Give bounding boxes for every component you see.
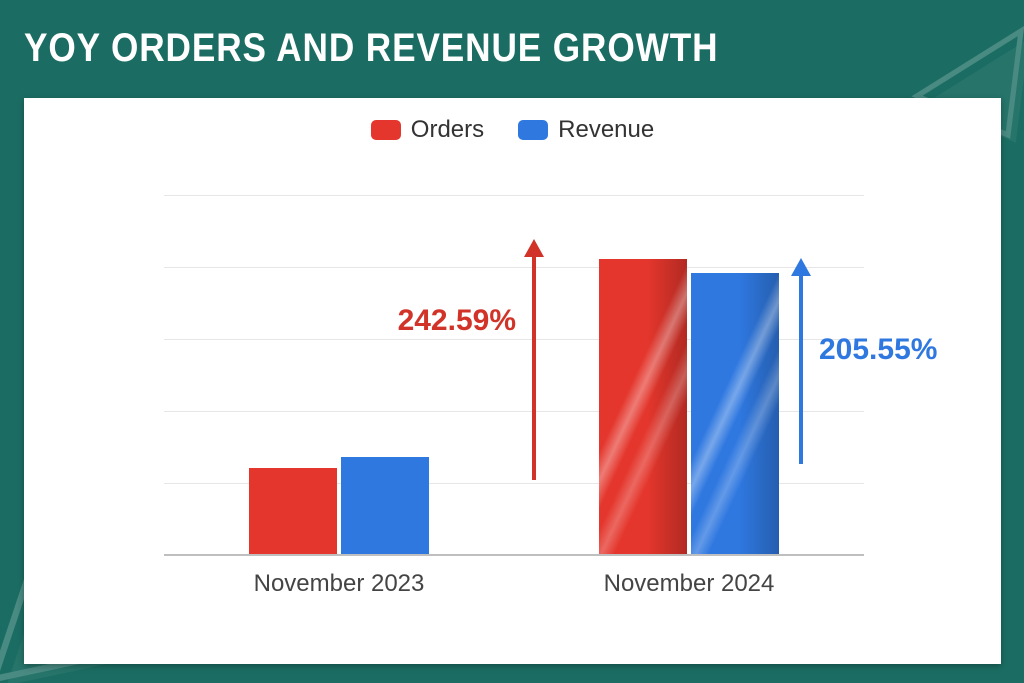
growth-arrow-orders — [524, 241, 544, 480]
bar-2023-orders — [249, 468, 337, 554]
plot-area: 242.59% 205.55% — [164, 196, 864, 556]
arrow-shaft — [532, 255, 536, 480]
legend-label-revenue: Revenue — [558, 116, 654, 144]
arrow-head-icon — [524, 239, 544, 257]
growth-arrow-revenue — [791, 260, 811, 464]
x-label-2024: November 2024 — [514, 570, 864, 598]
growth-label-orders: 242.59% — [398, 304, 516, 338]
grid-line — [164, 267, 864, 268]
x-label-2023: November 2023 — [164, 570, 514, 598]
x-axis-labels: November 2023 November 2024 — [164, 570, 864, 598]
legend-label-orders: Orders — [411, 116, 484, 144]
chart-card: Orders Revenue 242.59% 205.55% Novembe — [24, 98, 1001, 664]
grid-line — [164, 195, 864, 196]
bar-2024-revenue — [691, 273, 779, 554]
x-axis — [164, 554, 864, 556]
legend-item-orders: Orders — [371, 116, 484, 144]
page-title: YOY ORDERS AND REVENUE GROWTH — [24, 26, 718, 71]
bar-2024-orders — [599, 259, 687, 554]
arrow-shaft — [799, 274, 803, 464]
legend: Orders Revenue — [24, 116, 1001, 144]
bar-2023-revenue — [341, 457, 429, 554]
legend-item-revenue: Revenue — [518, 116, 654, 144]
arrow-head-icon — [791, 258, 811, 276]
legend-swatch-revenue — [518, 120, 548, 140]
legend-swatch-orders — [371, 120, 401, 140]
growth-label-revenue: 205.55% — [819, 333, 937, 367]
